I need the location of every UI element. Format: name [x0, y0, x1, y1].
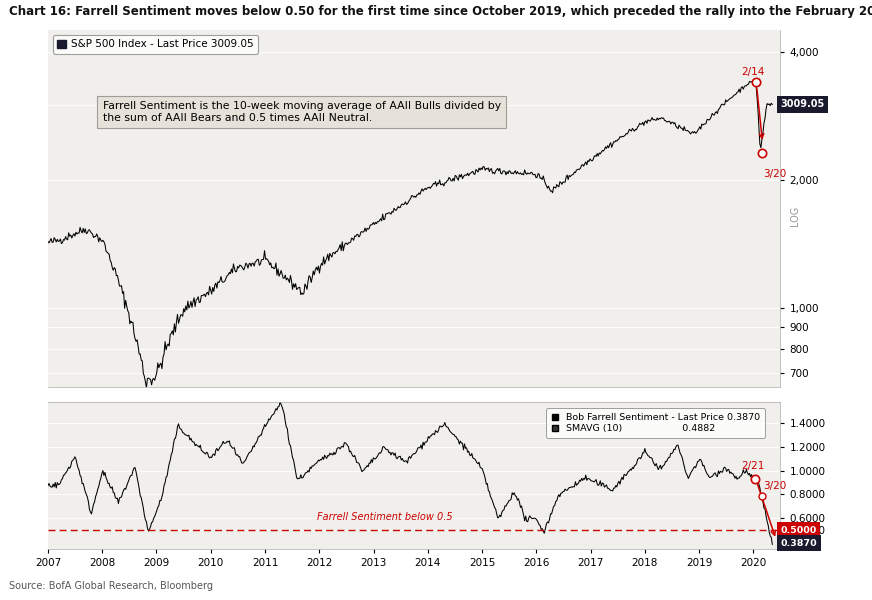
Text: 2/14: 2/14 — [741, 67, 765, 77]
Legend: S&P 500 Index - Last Price 3009.05: S&P 500 Index - Last Price 3009.05 — [53, 35, 257, 53]
Text: 0.3870: 0.3870 — [780, 539, 817, 548]
Text: 2/21: 2/21 — [741, 461, 765, 471]
Text: Source: BofA Global Research, Bloomberg: Source: BofA Global Research, Bloomberg — [9, 581, 213, 591]
Text: 3/20: 3/20 — [763, 169, 787, 179]
Text: LOG: LOG — [790, 206, 800, 226]
Text: Farrell Sentiment below 0.5: Farrell Sentiment below 0.5 — [317, 512, 453, 522]
Text: Chart 16: Farrell Sentiment moves below 0.50 for the first time since October 20: Chart 16: Farrell Sentiment moves below … — [9, 5, 872, 18]
Text: Farrell Sentiment is the 10-week moving average of AAII Bulls divided by
the sum: Farrell Sentiment is the 10-week moving … — [103, 101, 501, 123]
Text: 3/20: 3/20 — [763, 481, 787, 491]
Text: 0.5000: 0.5000 — [780, 526, 817, 535]
Legend: Bob Farrell Sentiment - Last Price 0.3870, SMAVG (10)                    0.4882: Bob Farrell Sentiment - Last Price 0.387… — [546, 408, 765, 438]
Text: 3009.05: 3009.05 — [780, 99, 825, 109]
